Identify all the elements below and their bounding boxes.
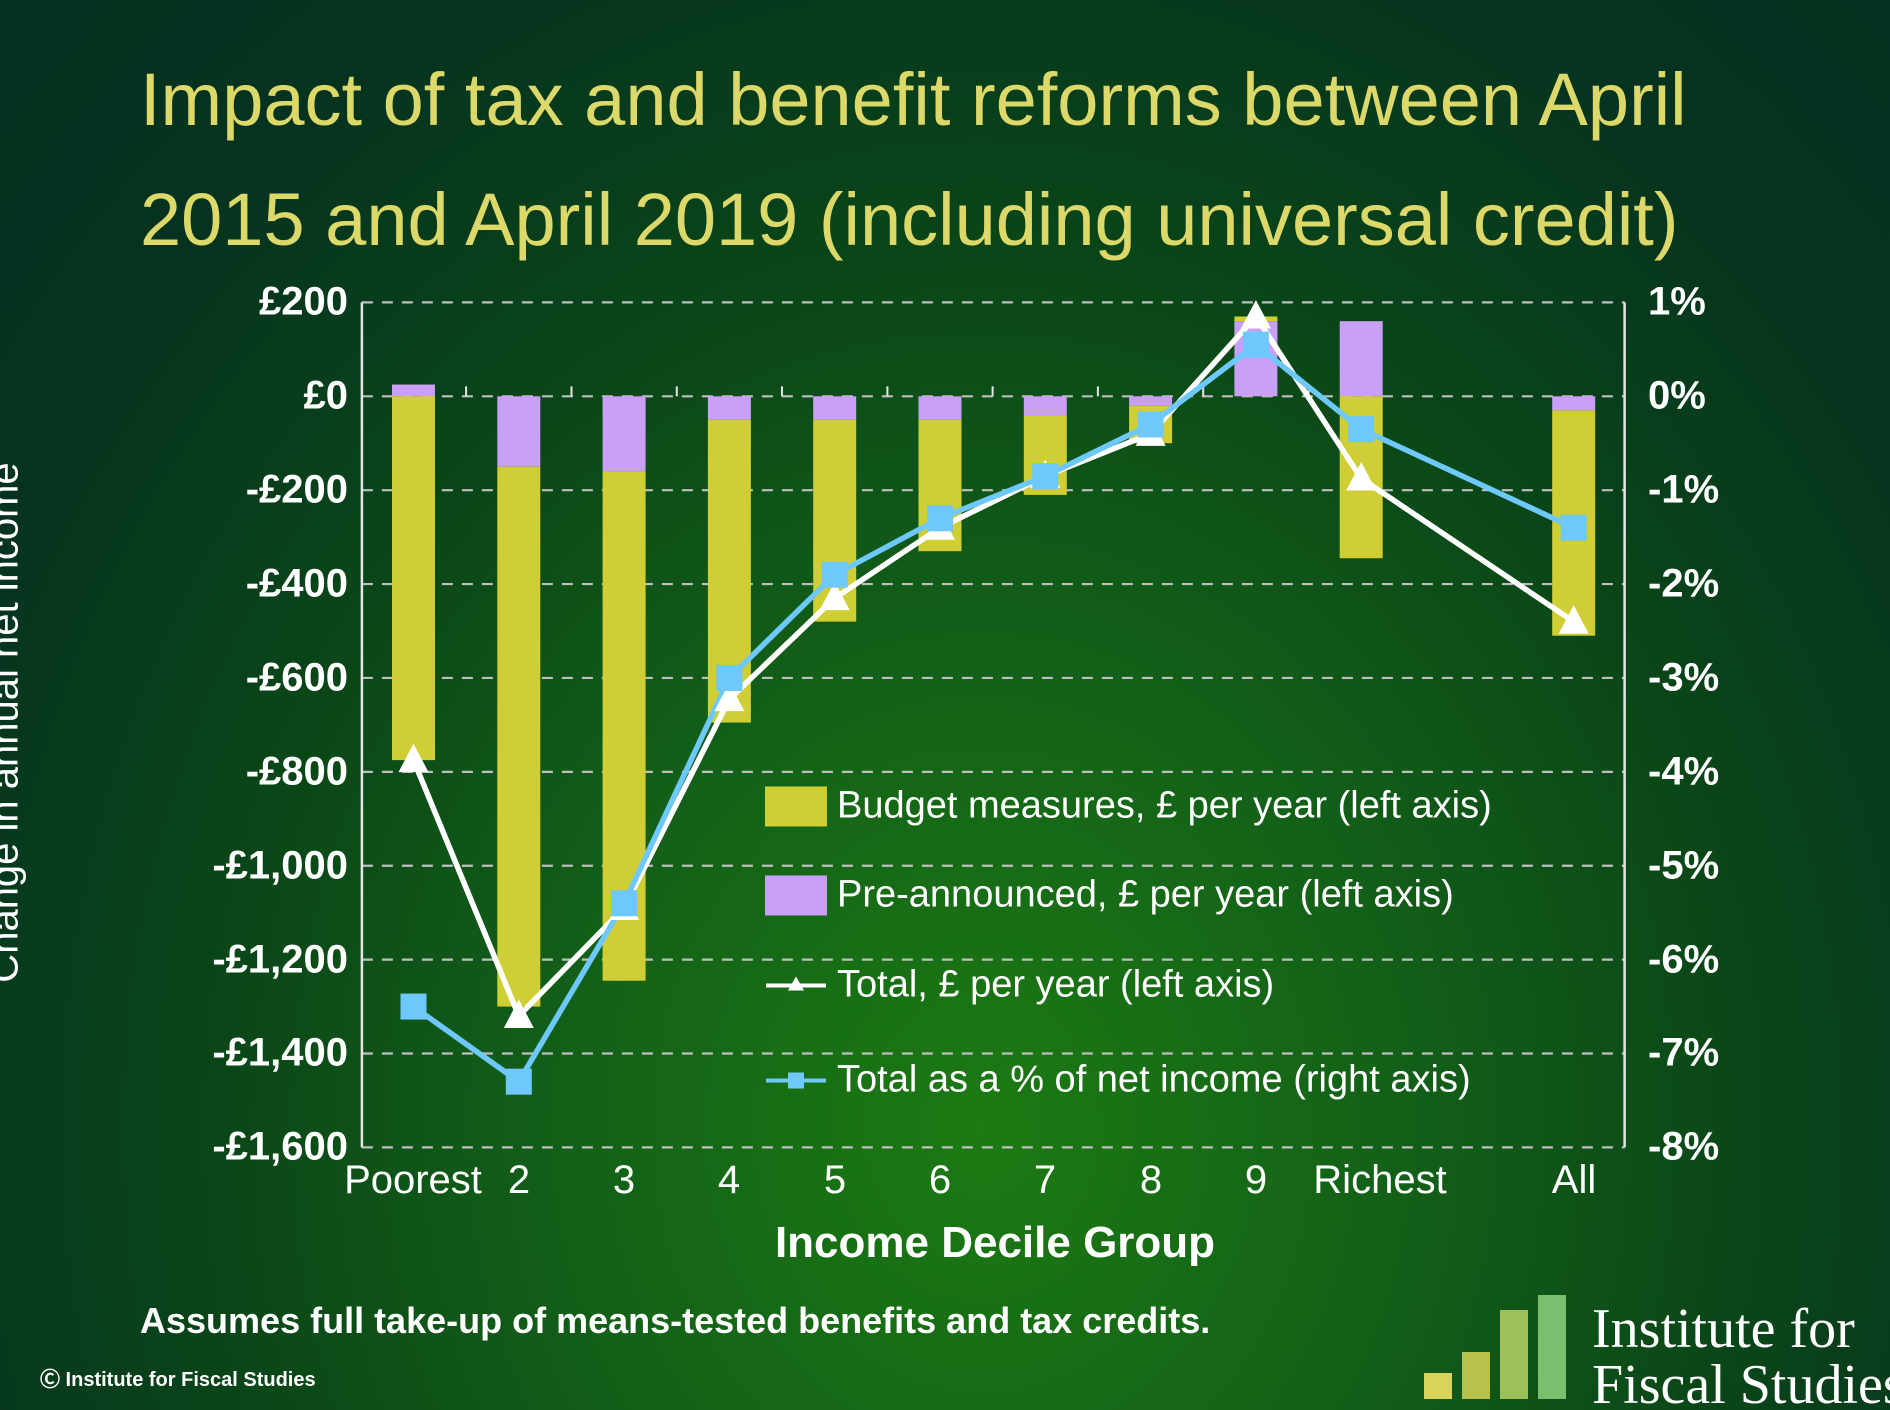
svg-text:Institute for: Institute for [1592, 1298, 1855, 1360]
svg-text:Fiscal Studies: Fiscal Studies [1592, 1354, 1890, 1410]
